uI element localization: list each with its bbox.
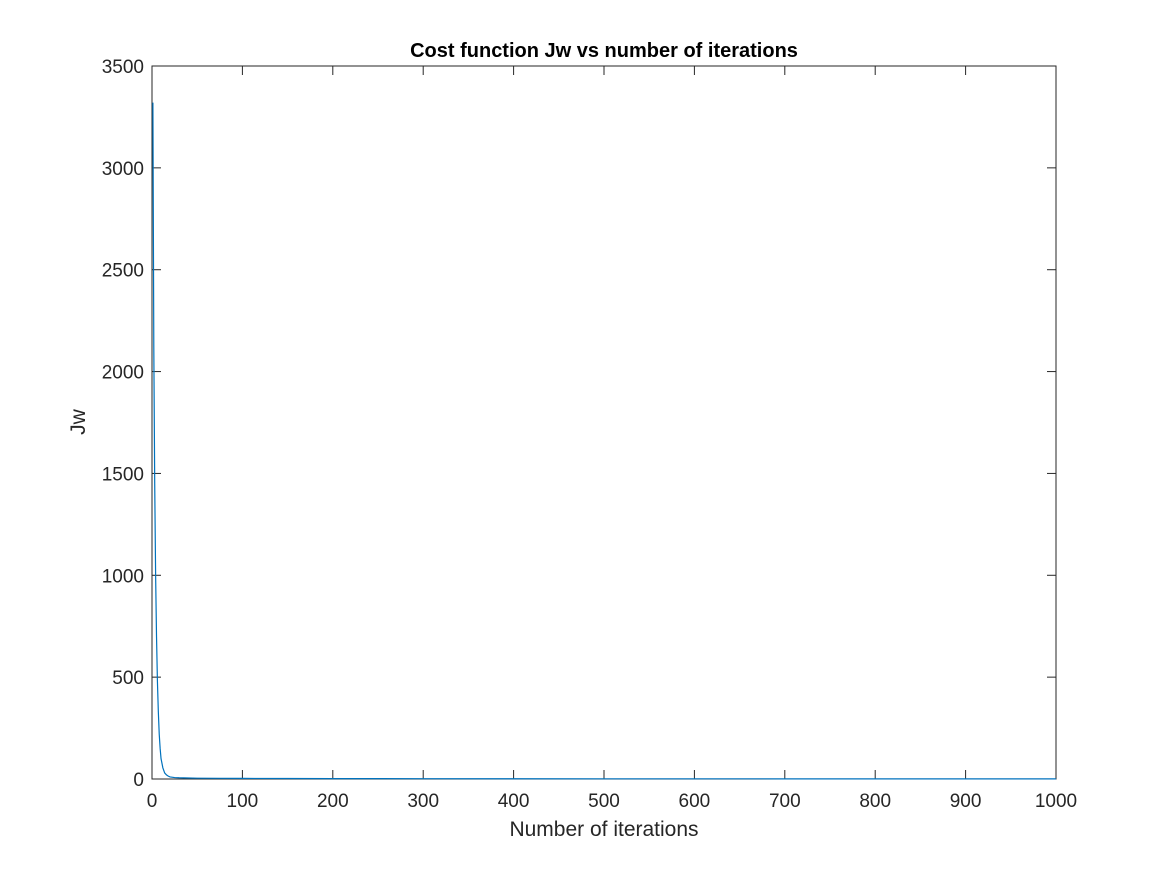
x-tick-label: 500 [588,791,620,812]
series-line [152,102,1057,780]
y-tick-label: 500 [112,668,144,689]
x-tick-label: 200 [317,791,349,812]
y-tick-label: 3500 [102,57,144,78]
x-tick-label: 300 [407,791,439,812]
chart-title: Cost function Jw vs number of iterations [410,40,798,62]
x-tick-label: 800 [859,791,891,812]
x-axis-label: Number of iterations [509,818,698,841]
axis-ticks: 0 100 200 300 400 500 600 700 800 900 1000 0 500 1000… [102,57,1077,812]
x-tick-label: 900 [950,791,982,812]
y-tick-label: 1000 [102,566,144,587]
y-tick-label: 1500 [102,464,144,485]
x-tick-label: 0 [147,791,158,812]
x-tick-label: 600 [679,791,711,812]
y-tick-label: 0 [133,770,144,791]
y-tick-label: 2000 [102,363,144,384]
series-group [152,102,1057,780]
plot-area [151,65,1057,780]
y-axis-label: Jw [67,408,90,435]
y-tick-label: 3000 [102,159,144,180]
x-tick-label: 100 [227,791,259,812]
y-tick-label: 2500 [102,261,144,282]
x-tick-label: 1000 [1035,791,1077,812]
x-tick-label: 400 [498,791,530,812]
x-tick-label: 700 [769,791,801,812]
